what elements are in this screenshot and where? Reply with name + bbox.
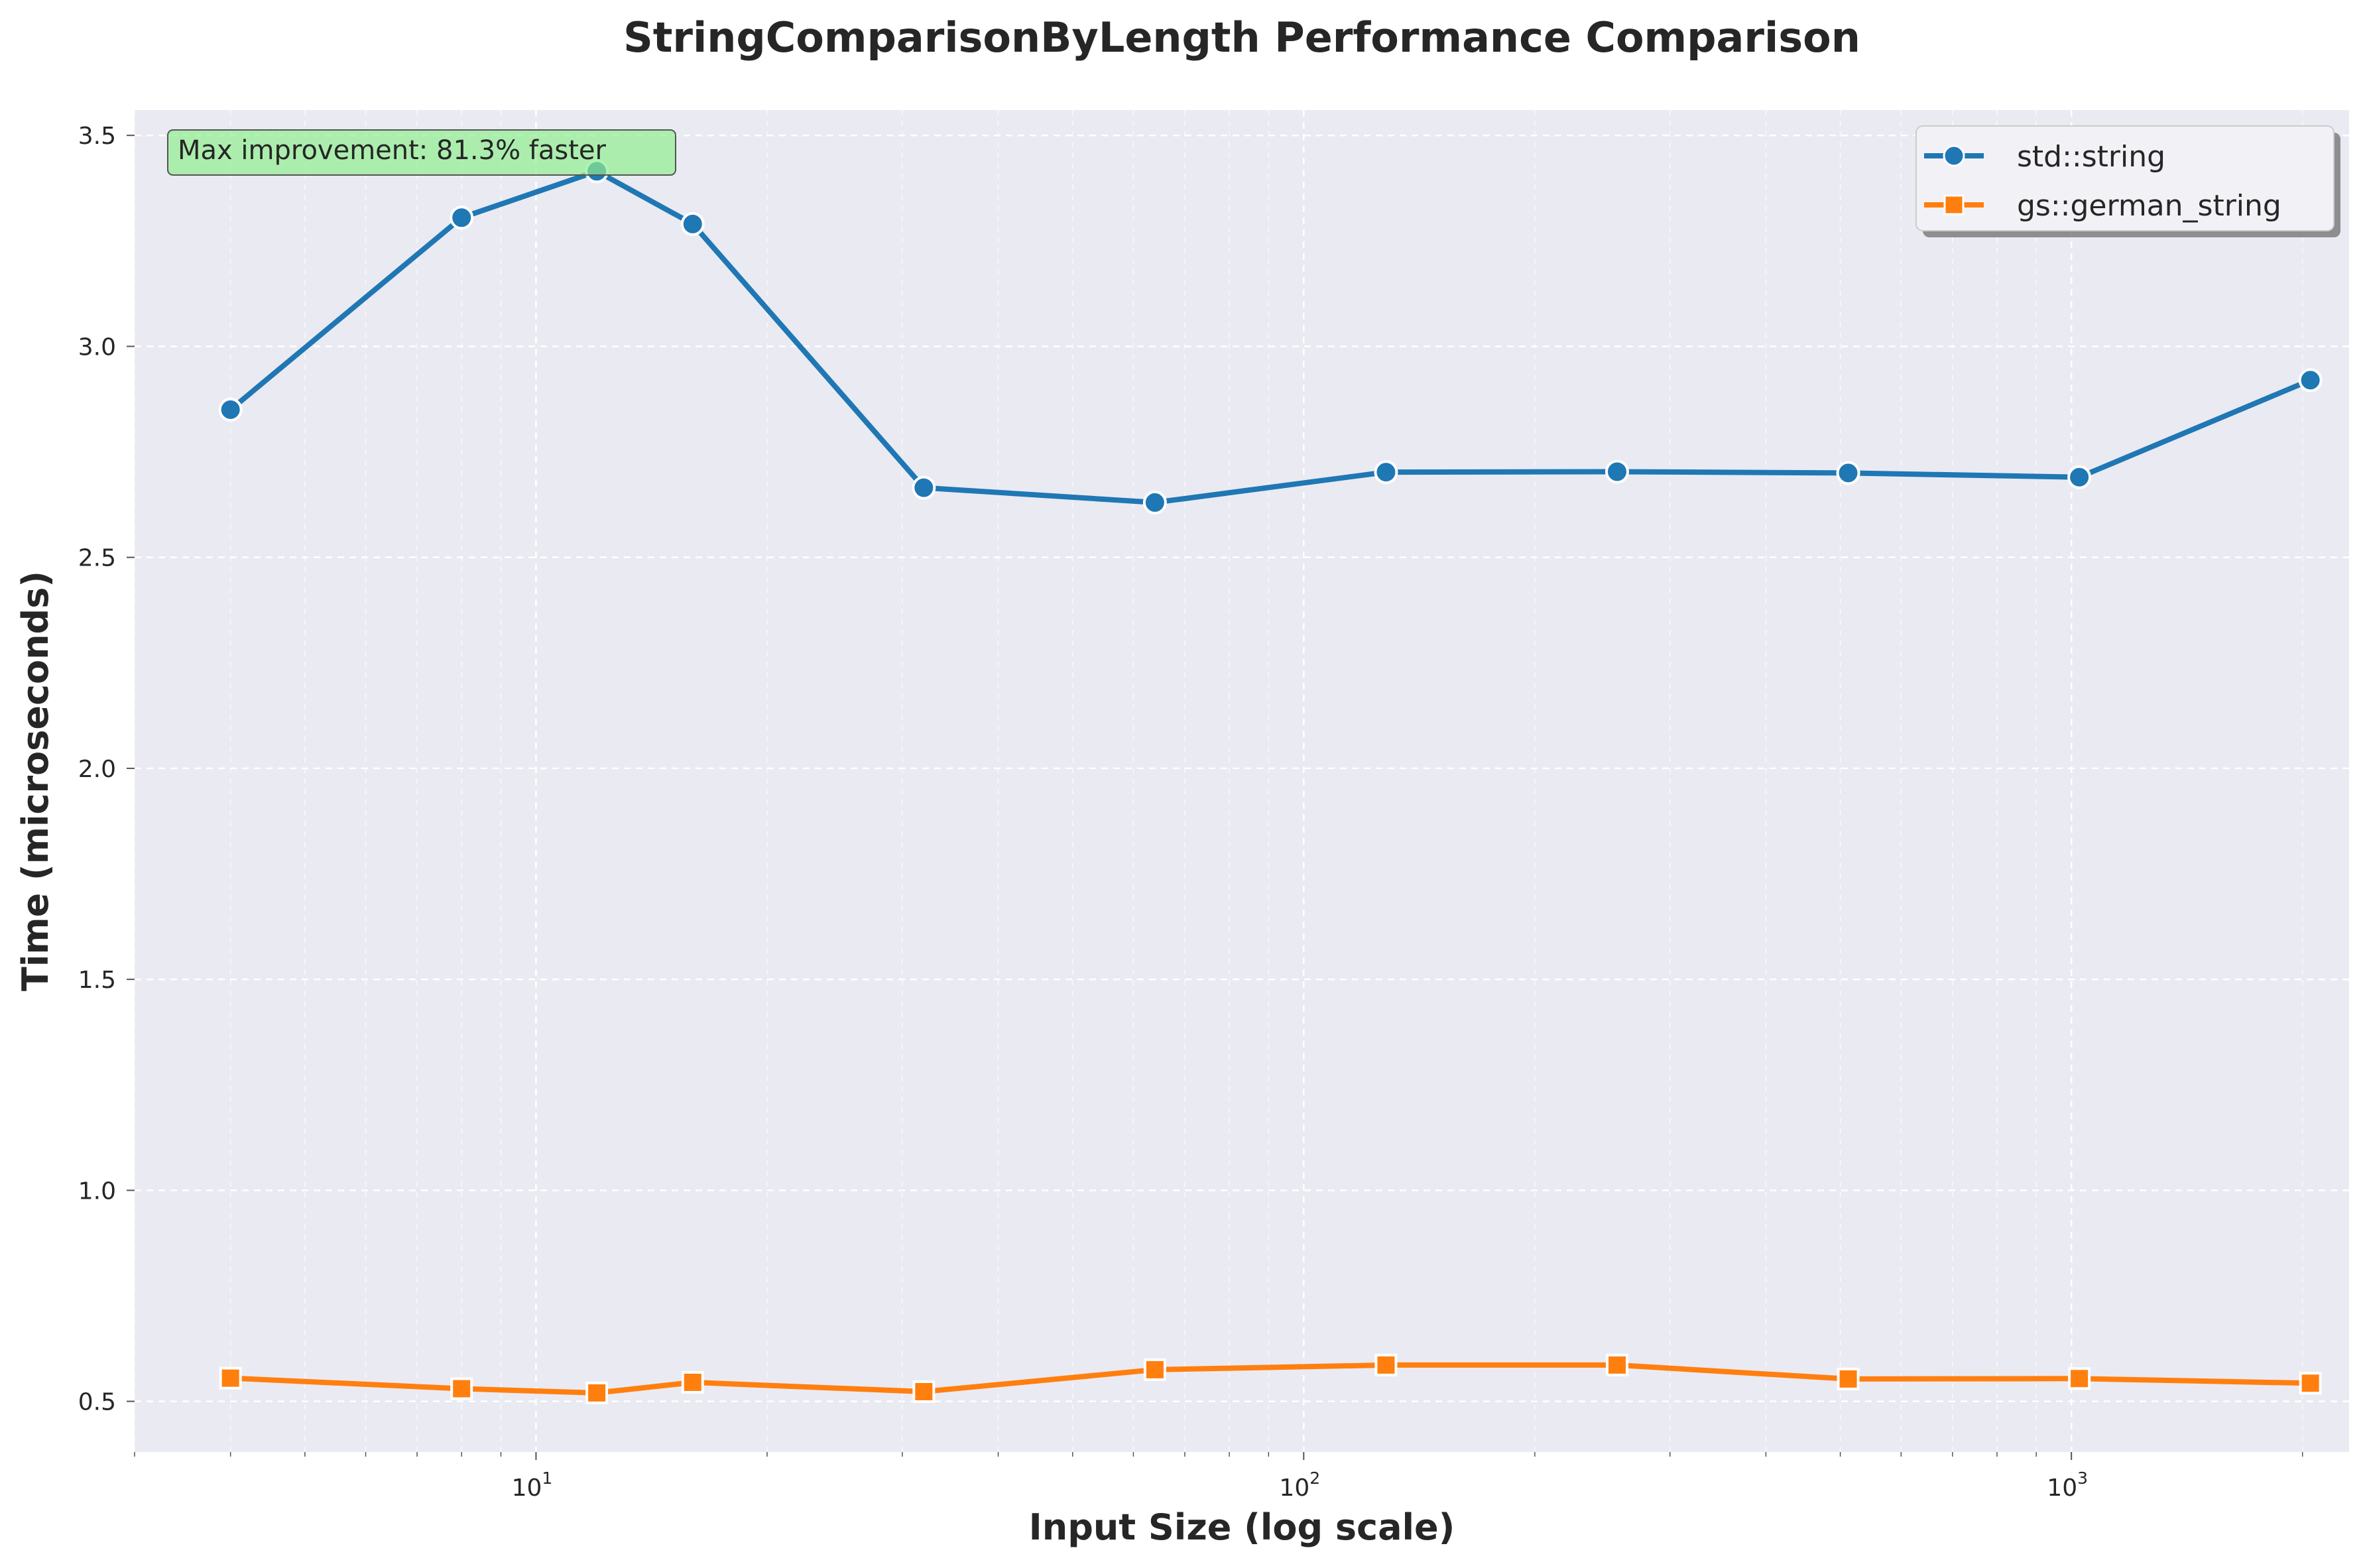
data-point (2068, 1367, 2091, 1390)
legend-box (1915, 125, 2335, 231)
legend-label: gs::german_string (2017, 189, 2281, 223)
data-point (1605, 1353, 1628, 1376)
x-axis-label: Input Size (log scale) (1029, 1506, 1455, 1548)
y-axis-label: Time (microseconds) (15, 571, 56, 991)
data-point (585, 1381, 609, 1404)
data-point (450, 206, 474, 230)
data-point (219, 1366, 242, 1390)
annotation-box (167, 129, 676, 176)
data-point (681, 1370, 704, 1394)
data-point (2299, 1372, 2322, 1395)
data-point (1374, 460, 1398, 485)
y-tick-label: 0.5 (78, 1389, 116, 1416)
annotation: Max improvement: 81.3% faster (167, 129, 676, 176)
data-point (1142, 490, 1167, 514)
data-point (912, 475, 936, 500)
data-point (450, 1377, 473, 1400)
data-point (1605, 459, 1629, 484)
data-point (218, 397, 243, 422)
chart-title: StringComparisonByLength Performance Com… (623, 13, 1860, 62)
x-tick-label: 101 (512, 1469, 553, 1502)
data-point (680, 211, 705, 236)
y-tick-label: 1.0 (78, 1177, 116, 1205)
y-tick-label: 2.0 (78, 756, 116, 783)
legend-marker (1943, 194, 1965, 215)
data-point (1143, 1358, 1166, 1381)
data-point (1837, 1367, 1860, 1390)
y-tick-label: 3.0 (78, 333, 116, 361)
data-point (2298, 368, 2323, 392)
y-tick-label: 1.5 (78, 967, 116, 994)
legend-marker (1943, 145, 1965, 167)
x-tick-exponent: 3 (2077, 1469, 2088, 1488)
data-point (1836, 461, 1860, 485)
legend-label: std::string (2017, 140, 2165, 174)
data-point (912, 1380, 936, 1403)
plot-area (135, 110, 2349, 1452)
data-point (2067, 465, 2092, 489)
x-tick-exponent: 1 (542, 1469, 552, 1488)
y-tick-label: 2.5 (78, 545, 116, 572)
series-lines (218, 159, 2323, 1404)
data-point (1374, 1353, 1398, 1376)
annotation-text: Max improvement: 81.3% faster (178, 135, 607, 166)
y-tick-label: 3.5 (78, 123, 116, 150)
grid-lines (134, 110, 2349, 1452)
x-tick-exponent: 2 (1309, 1469, 1320, 1488)
